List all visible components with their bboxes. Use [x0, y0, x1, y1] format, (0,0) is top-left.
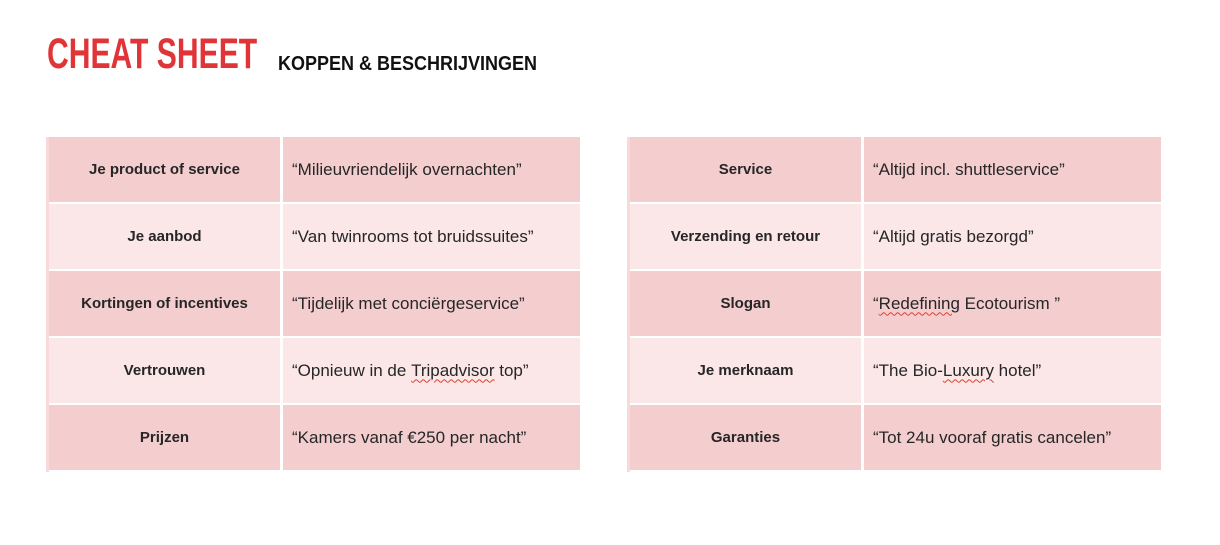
column-separator [861, 271, 864, 336]
column-separator [861, 405, 864, 470]
page-title: CHEAT SHEET [47, 30, 258, 78]
table-row: Prijzen “Kamers vanaf €250 per nacht” [49, 405, 580, 470]
value-text: “The Bio- [873, 360, 943, 380]
value-text: hotel” [993, 360, 1042, 380]
table-row: Slogan “Redefining Ecotourism ” [630, 271, 1161, 336]
value-text: “Kamers vanaf €250 per nacht” [292, 427, 527, 447]
row-value: “Redefining Ecotourism ” [864, 271, 1161, 336]
row-value: “Altijd gratis bezorgd” [864, 204, 1161, 269]
row-label: Service [630, 137, 861, 202]
value-text: “Van twinrooms tot bruidssuites” [292, 226, 534, 246]
row-value: “Van twinrooms tot bruidssuites” [283, 204, 580, 269]
table-row: Service “Altijd incl. shuttleservice” [630, 137, 1161, 202]
table-row: Je aanbod “Van twinrooms tot bruidssuites… [49, 204, 580, 269]
column-separator [861, 338, 864, 403]
column-separator [861, 137, 864, 202]
row-label: Je merknaam [630, 338, 861, 403]
row-label: Prijzen [49, 405, 280, 470]
table-row: Je product of service “Milieuvriendelijk … [49, 137, 580, 202]
column-separator [280, 338, 283, 403]
row-value: “Tijdelijk met conciërgeservice” [283, 271, 580, 336]
value-text: “Opnieuw in de [292, 360, 412, 380]
misspelled-word: Redefining [878, 293, 960, 313]
value-text: top” [494, 360, 529, 380]
misspelled-word: Luxury [942, 360, 994, 380]
value-text: “Altijd gratis bezorgd” [873, 226, 1034, 246]
row-label: Kortingen of incentives [49, 271, 280, 336]
row-value: “Tot 24u vooraf gratis cancelen” [864, 405, 1161, 470]
row-value: “Kamers vanaf €250 per nacht” [283, 405, 580, 470]
row-value: “The Bio- Luxury hotel” [864, 338, 1161, 403]
table-row: Verzending en retour “Altijd gratis bezor… [630, 204, 1161, 269]
row-value: “Opnieuw in de Tripadvisor top” [283, 338, 580, 403]
value-text: “Altijd incl. shuttleservice” [873, 159, 1065, 179]
table-row: Je merknaam “The Bio- Luxury hotel” [630, 338, 1161, 403]
column-separator [280, 271, 283, 336]
value-text: “Milieuvriendelijk overnachten” [292, 159, 522, 179]
misspelled-word: Tripadvisor [411, 360, 495, 380]
value-text: Ecotourism ” [959, 293, 1061, 313]
value-text: “Tot 24u vooraf gratis cancelen” [873, 427, 1112, 447]
table-row: Vertrouwen “Opnieuw in de Tripadvisor top… [49, 338, 580, 403]
page-subtitle: KOPPEN & BESCHRIJVINGEN [278, 53, 538, 75]
column-separator [861, 204, 864, 269]
row-label: Vertrouwen [49, 338, 280, 403]
column-separator [280, 204, 283, 269]
row-label: Je product of service [49, 137, 280, 202]
table-right: Service “Altijd incl. shuttleservice” Verz… [627, 137, 1161, 472]
column-separator [280, 405, 283, 470]
table-row: Kortingen of incentives “Tijdelijk met co… [49, 271, 580, 336]
value-text: “ [873, 293, 879, 313]
table-left: Je product of service “Milieuvriendelijk … [46, 137, 580, 472]
value-text: “Tijdelijk met conciërgeservice” [292, 293, 525, 313]
row-label: Je aanbod [49, 204, 280, 269]
row-value: “Milieuvriendelijk overnachten” [283, 137, 580, 202]
row-label: Slogan [630, 271, 861, 336]
row-label: Verzending en retour [630, 204, 861, 269]
table-row: Garanties “Tot 24u vooraf gratis cancelen… [630, 405, 1161, 470]
row-value: “Altijd incl. shuttleservice” [864, 137, 1161, 202]
column-separator [280, 137, 283, 202]
row-label: Garanties [630, 405, 861, 470]
